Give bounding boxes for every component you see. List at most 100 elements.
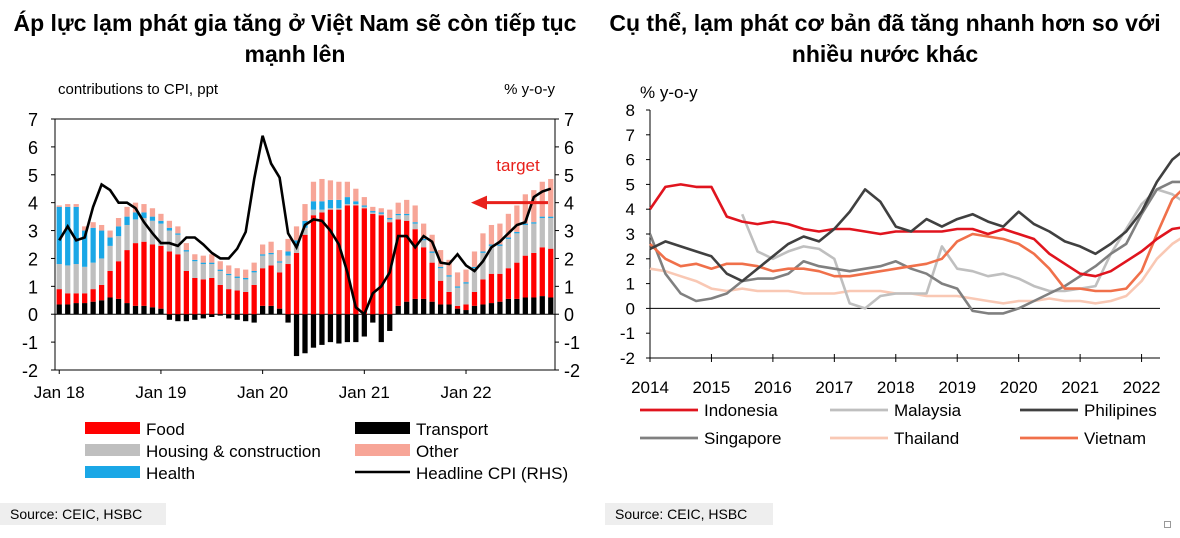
right-chart-y-tick: 6 <box>626 151 635 170</box>
health-bar <box>437 266 444 269</box>
other-bar <box>454 272 461 287</box>
housing-bar <box>115 236 122 262</box>
other-bar <box>260 244 266 255</box>
x-tick-label: Jan 18 <box>34 383 85 402</box>
health-bar <box>293 240 300 246</box>
other-bar <box>471 251 478 267</box>
health-bar <box>531 222 537 224</box>
right-chart-x-tick: 2021 <box>1061 378 1099 397</box>
other-bar <box>243 269 249 278</box>
transport-bar <box>463 310 469 315</box>
food-bar <box>158 245 164 309</box>
housing-bar <box>327 208 334 210</box>
transport-bar <box>514 298 520 315</box>
food-bar <box>463 304 469 311</box>
transport-bar <box>175 314 181 322</box>
health-bar <box>65 206 71 266</box>
other-bar <box>404 199 410 214</box>
housing-bar <box>226 275 232 290</box>
philipines-line <box>649 151 1180 283</box>
health-bar <box>429 251 435 253</box>
health-bar <box>73 206 79 265</box>
right-legend: Indonesia Malaysia Philipines Singapore Thai… <box>640 401 1157 448</box>
transport-bar <box>327 314 334 343</box>
health-bar <box>370 211 376 213</box>
other-bar <box>183 243 189 251</box>
transport-bar <box>344 314 350 343</box>
other-bar <box>310 181 317 202</box>
legend-label-vietnam: Vietnam <box>1084 429 1146 448</box>
transport-bar <box>217 314 223 316</box>
health-bar <box>446 275 452 277</box>
right-plot-frame <box>649 110 1160 358</box>
right-chart-x-tick: 2014 <box>631 378 669 397</box>
housing-bar <box>73 264 79 294</box>
housing-bar <box>319 209 325 213</box>
right-chart-x-tick: 2022 <box>1123 378 1161 397</box>
transport-bar <box>387 314 393 331</box>
health-bar <box>539 216 545 219</box>
legend-label-malaysia: Malaysia <box>894 401 962 420</box>
health-bar <box>98 230 105 259</box>
food-bar <box>412 229 418 299</box>
other-bar <box>56 205 62 207</box>
left-y-tick-label: 6 <box>28 138 38 158</box>
food-bar <box>361 208 367 315</box>
housing-bar <box>209 264 215 278</box>
left-y-tick-label: 7 <box>28 110 38 130</box>
legend-swatch-transport <box>355 422 410 434</box>
housing-bar <box>310 209 317 216</box>
food-bar <box>268 265 274 306</box>
transport-bar <box>107 297 113 315</box>
other-bar <box>124 206 130 217</box>
housing-bar <box>132 219 139 244</box>
other-bar <box>548 178 554 217</box>
other-bar <box>505 213 512 238</box>
indonesia-line <box>648 183 1180 278</box>
transport-bar <box>531 297 537 315</box>
food-bar <box>90 289 96 302</box>
health-bar <box>471 266 478 269</box>
food-bar <box>480 279 486 305</box>
legend-label-philipines: Philipines <box>1084 401 1157 420</box>
health-bar <box>344 197 350 205</box>
target-label: target <box>496 156 540 175</box>
housing-bar <box>387 219 393 223</box>
transport-bar <box>336 314 342 344</box>
other-bar <box>251 262 257 271</box>
left-y-tick-label: 2 <box>28 249 38 269</box>
food-bar <box>200 279 206 315</box>
other-bar <box>370 206 376 212</box>
food-bar <box>166 251 173 315</box>
transport-bar <box>522 297 528 315</box>
housing-bar <box>505 238 512 269</box>
transport-bar <box>209 314 215 318</box>
other-bar <box>497 223 503 245</box>
housing-bar <box>65 265 71 294</box>
right-axes: % y-o-y 8 7 6 5 4 3 2 1 0 -1 -2 2014 2015 2016 2017 2018… <box>620 83 1161 397</box>
food-bar <box>497 273 503 302</box>
housing-bar <box>217 270 223 285</box>
other-bar <box>149 208 156 217</box>
left-chart-title: Áp lực lạm phát gia tăng ở Việt Nam sẽ c… <box>13 10 577 67</box>
housing-bar <box>548 218 554 249</box>
right-source-note: Source: CEIC, HSBC <box>605 503 773 525</box>
housing-bar <box>522 224 528 256</box>
transport-bar <box>421 298 427 315</box>
transport-bar <box>319 314 325 345</box>
housing-bar <box>56 264 62 290</box>
food-bar <box>285 264 291 315</box>
x-tick-label: Jan 21 <box>339 383 390 402</box>
other-bar <box>395 202 401 214</box>
food-bar <box>234 290 240 315</box>
food-bar <box>260 268 266 306</box>
housing-bar <box>539 218 545 248</box>
other-bar <box>463 269 469 283</box>
right-chart-y-tick: 1 <box>626 275 635 294</box>
other-bar <box>361 197 367 206</box>
food-bar <box>56 289 62 305</box>
food-bar <box>353 205 359 315</box>
other-bar <box>522 194 528 224</box>
housing-bar <box>234 277 240 291</box>
food-bar <box>454 305 461 309</box>
